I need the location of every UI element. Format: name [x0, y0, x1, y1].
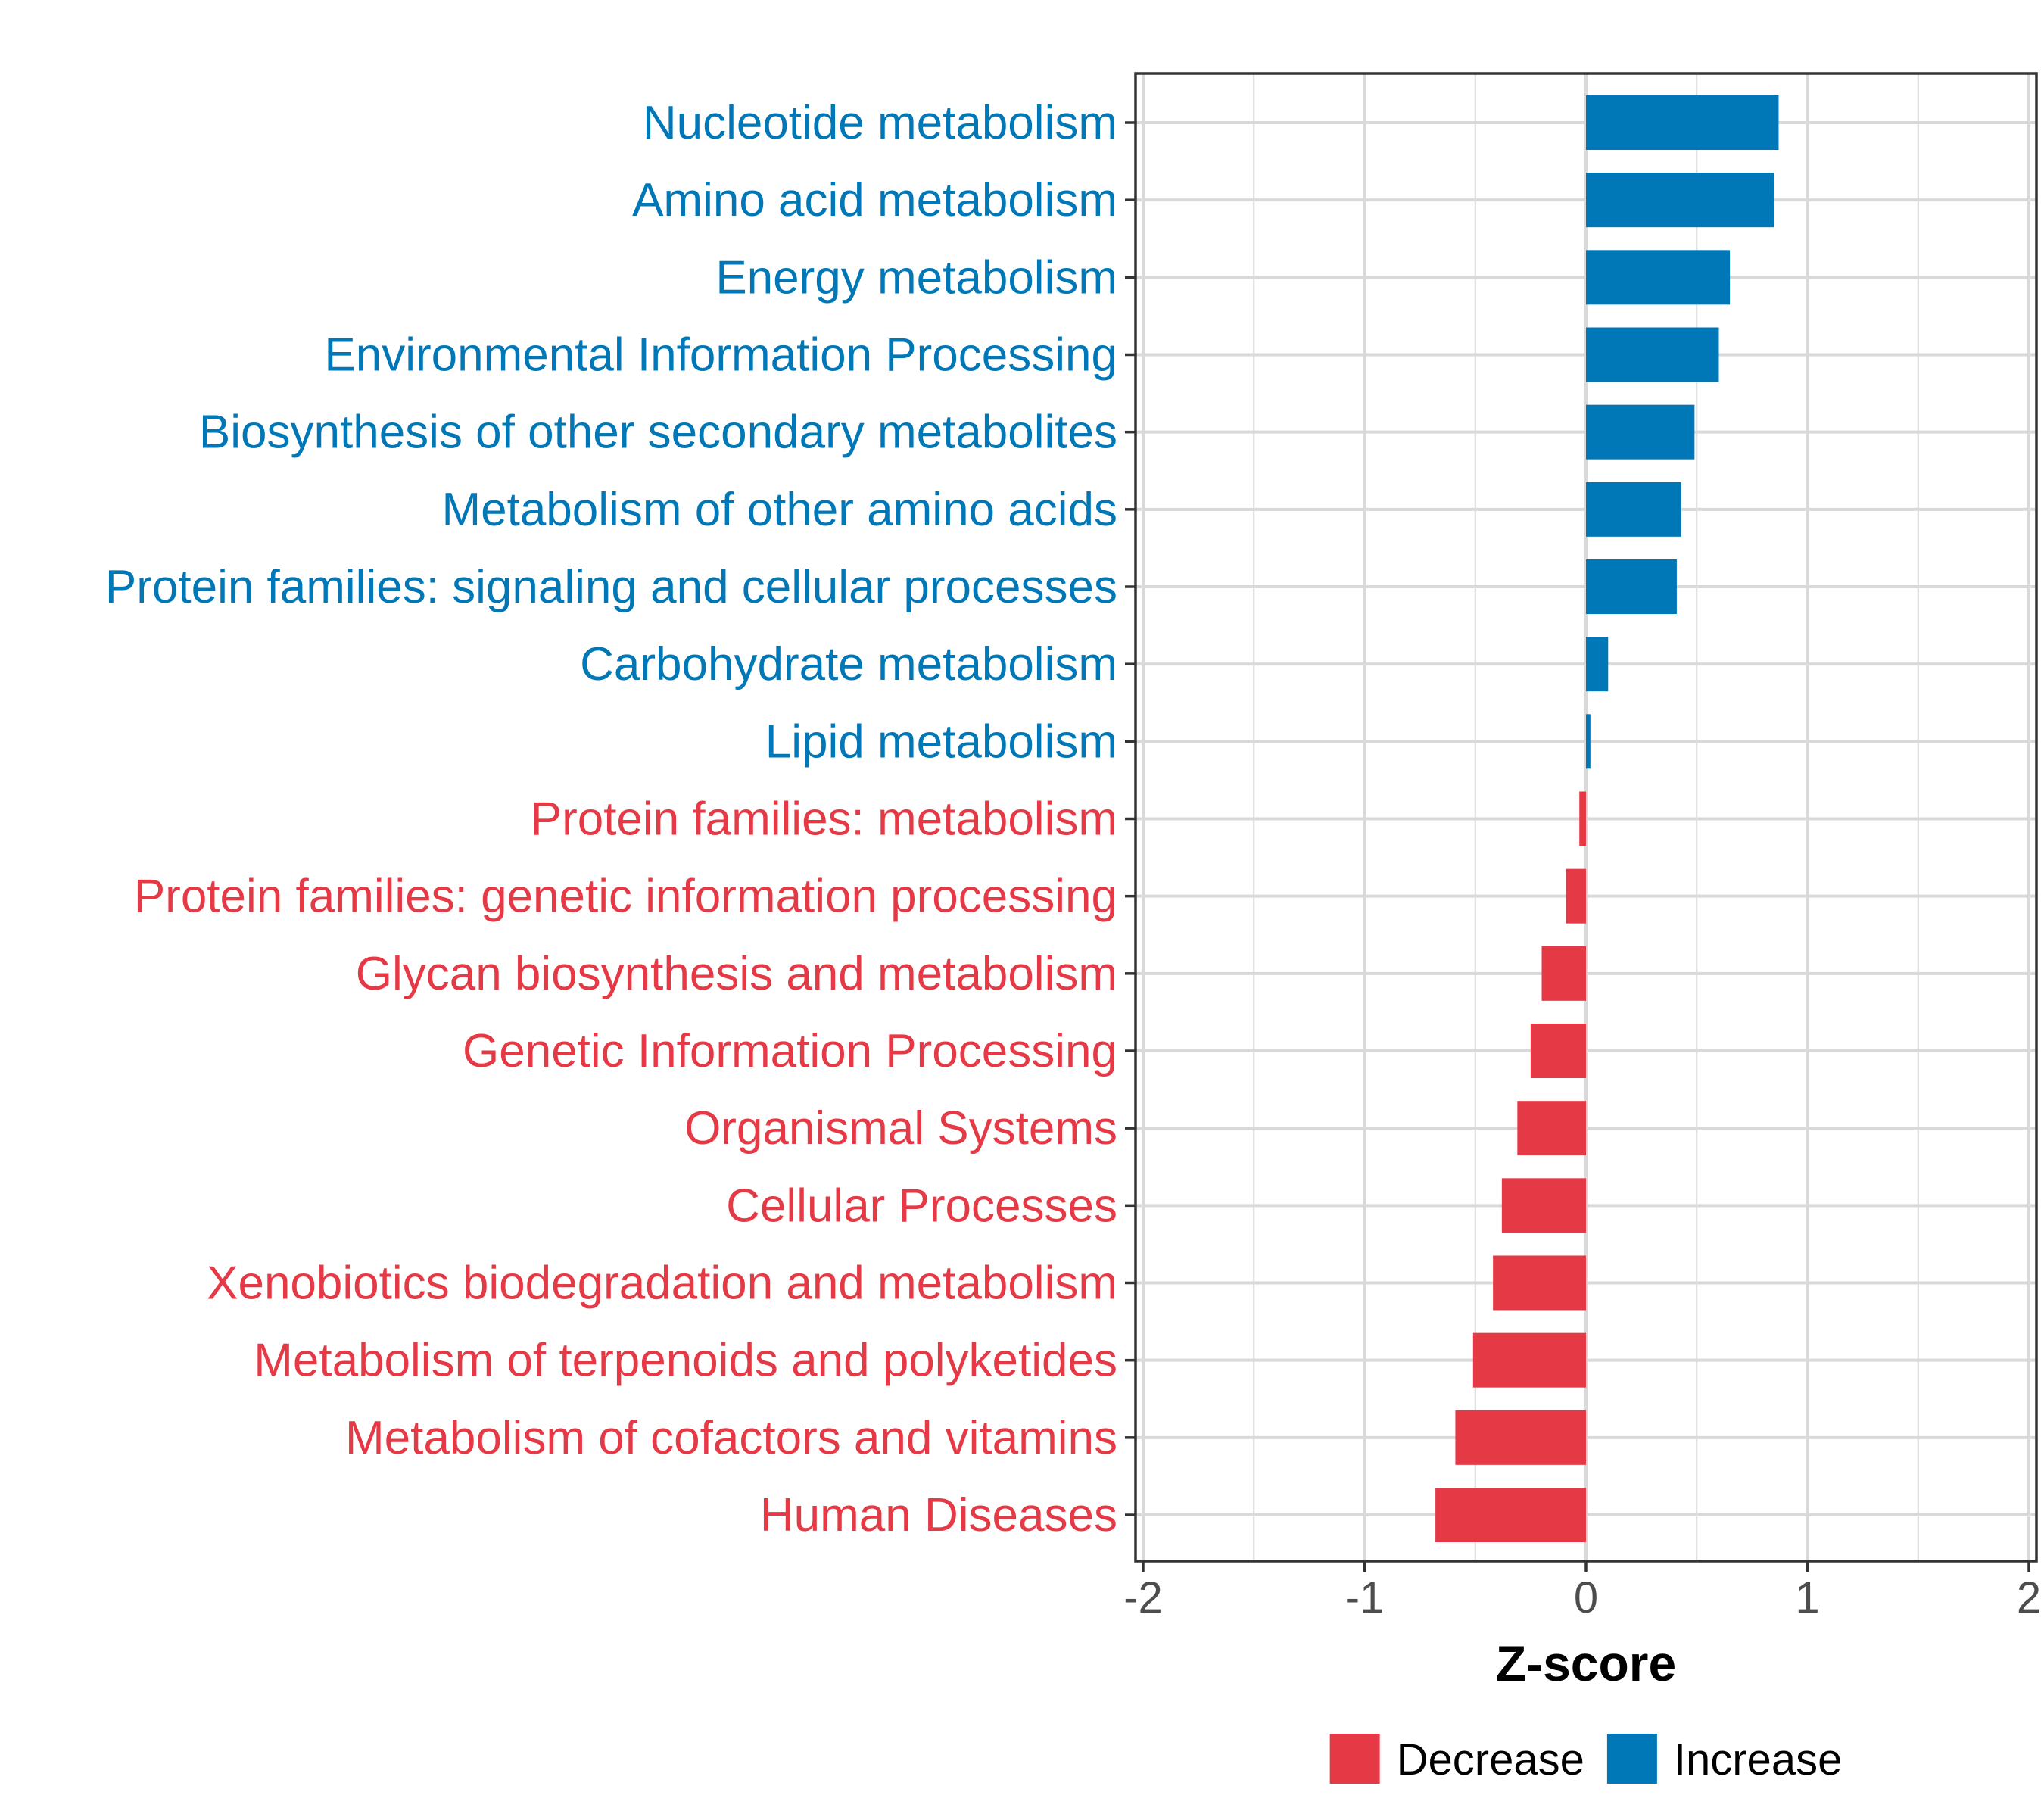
y-axis-ticks: [1125, 121, 1136, 1516]
legend-swatch-increase: [1606, 1734, 1657, 1784]
category-label: Carbohydrate metabolism: [580, 638, 1117, 690]
x-tick-label: -1: [1345, 1573, 1385, 1622]
x-tick-label: -2: [1123, 1573, 1163, 1622]
bar: [1435, 1488, 1586, 1542]
category-label: Glycan biosynthesis and metabolism: [356, 948, 1117, 1000]
category-label: Cellular Processes: [726, 1180, 1117, 1232]
legend-label-decrease: Decrease: [1397, 1735, 1584, 1784]
category-label: Xenobiotics biodegradation and metabolis…: [207, 1258, 1117, 1310]
category-label: Metabolism of cofactors and vitamins: [345, 1412, 1117, 1464]
bar: [1530, 1024, 1586, 1078]
category-label: Amino acid metabolism: [632, 174, 1117, 226]
bar: [1586, 327, 1719, 382]
bar: [1541, 946, 1586, 1001]
bars: [1435, 95, 1779, 1542]
x-axis-tick-labels: -2 -1 0 1 2: [1123, 1573, 2041, 1622]
x-axis-ticks: [1142, 1561, 2030, 1572]
category-label: Protein families: genetic information pr…: [134, 871, 1117, 923]
x-axis-title: Z-score: [1496, 1635, 1676, 1691]
bar: [1579, 791, 1586, 846]
bar: [1586, 95, 1779, 150]
bar: [1586, 482, 1681, 537]
bar: [1566, 868, 1586, 924]
category-label: Nucleotide metabolism: [643, 97, 1117, 149]
category-label: Organismal Systems: [684, 1102, 1117, 1155]
bar: [1501, 1178, 1586, 1233]
x-tick-label: 0: [1574, 1573, 1598, 1622]
category-label: Protein families: signaling and cellular…: [105, 561, 1117, 613]
category-label: Genetic Information Processing: [463, 1025, 1117, 1077]
category-label: Metabolism of other amino acids: [441, 484, 1117, 536]
category-label: Metabolism of terpenoids and polyketides: [254, 1335, 1117, 1387]
y-axis-labels: Nucleotide metabolism Amino acid metaboli…: [105, 97, 1117, 1541]
category-label: Human Diseases: [760, 1489, 1117, 1541]
bar: [1472, 1332, 1586, 1388]
bar: [1586, 250, 1731, 305]
bar: [1493, 1255, 1586, 1311]
bar: [1586, 559, 1677, 614]
legend-swatch-decrease: [1329, 1734, 1380, 1784]
bar: [1586, 173, 1774, 228]
category-label: Biosynthesis of other secondary metaboli…: [199, 407, 1117, 459]
category-label: Lipid metabolism: [765, 715, 1117, 768]
x-tick-label: 1: [1795, 1573, 1819, 1622]
bar: [1517, 1101, 1586, 1156]
bar: [1586, 404, 1695, 460]
category-label: Environmental Information Processing: [324, 329, 1117, 382]
legend-label-increase: Increase: [1674, 1735, 1842, 1784]
bar: [1586, 637, 1609, 692]
x-tick-label: 2: [2017, 1573, 2041, 1622]
bar: [1455, 1410, 1586, 1465]
category-label: Energy metabolism: [715, 251, 1117, 304]
legend: Decrease Increase: [1329, 1734, 1842, 1784]
bar: [1586, 714, 1591, 769]
category-label: Protein families: metabolism: [531, 793, 1117, 846]
